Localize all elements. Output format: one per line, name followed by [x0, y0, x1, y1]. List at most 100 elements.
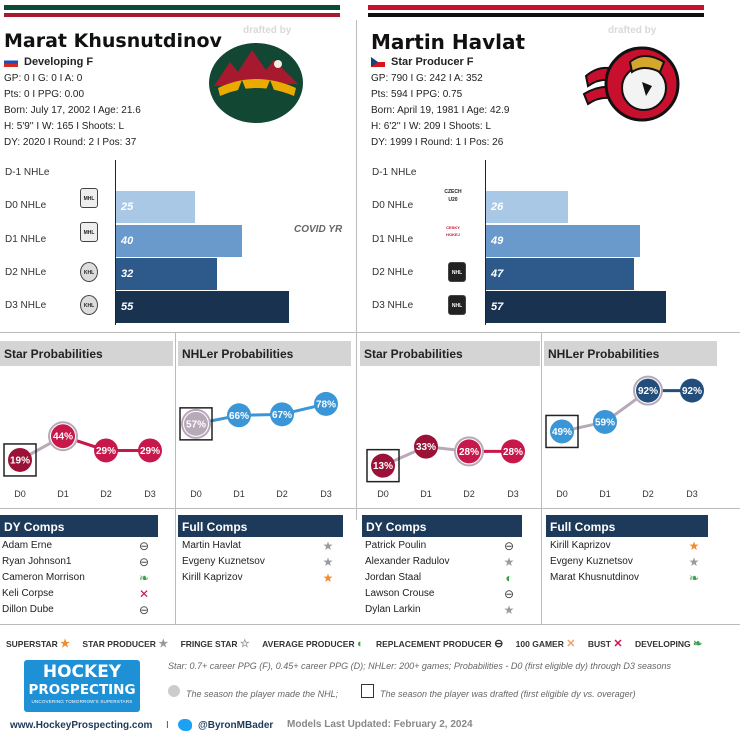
prob-x-tick: D0	[556, 489, 568, 499]
nhle-bar: 40	[116, 224, 242, 257]
prob-point	[501, 439, 525, 464]
left-nhler-prob-chart: 57% D0 66% D1 67% D2 78% D3	[179, 391, 338, 499]
prob-label: 59%	[595, 417, 615, 428]
right-drafted-by: drafted by	[608, 25, 657, 36]
hundred-gamer-icon: ✕	[566, 638, 576, 650]
right-level-label: D2 NHLe	[372, 267, 414, 278]
left-dy-comps-title: DY Comps	[0, 515, 158, 537]
draft-season-box	[179, 407, 213, 441]
prob-label: 44%	[53, 432, 73, 443]
left-player-status: Developing F	[4, 56, 93, 68]
replacement-producer-icon: ⊖	[138, 539, 150, 553]
khl-league-icon: KHL	[80, 295, 98, 315]
left-stat-line: Born: July 17, 2002 I Age: 21.6	[4, 105, 141, 116]
section-divider	[0, 332, 740, 333]
star-producer-icon: ★	[322, 539, 334, 553]
average-producer-icon: ◐	[505, 571, 513, 585]
prob-label: 19%	[10, 455, 30, 466]
prob-point	[680, 378, 704, 403]
draft-season-note: The season the player was drafted (first…	[380, 689, 636, 699]
comp-player-name: Adam Erne	[2, 540, 53, 551]
prob-x-tick: D1	[233, 489, 245, 499]
prob-x-tick: D2	[276, 489, 288, 499]
comp-player-name: Evgeny Kuznetsov	[182, 556, 265, 567]
left-stat-line: H: 5'9'' I W: 165 I Shoots: L	[4, 121, 125, 132]
prob-x-tick: D1	[57, 489, 69, 499]
draft-season-box	[3, 443, 37, 477]
legend-item: STAR PRODUCER ★	[82, 638, 169, 650]
prob-x-tick: D0	[190, 489, 202, 499]
nhl-league-icon: NHL	[448, 262, 466, 282]
left-level-label: D1 NHLe	[5, 234, 47, 245]
website-link[interactable]: www.HockeyProspecting.com	[10, 720, 153, 731]
legend-item: DEVELOPING ❧	[634, 638, 703, 650]
prob-point	[550, 419, 574, 444]
comp-player-name: Marat Khusnutdinov	[550, 572, 639, 583]
prob-x-tick: D0	[14, 489, 26, 499]
prob-point	[8, 447, 32, 472]
prob-x-tick: D2	[642, 489, 654, 499]
left-top-stripe	[4, 5, 340, 10]
right-nhle-bars: 26 49 47 57	[486, 155, 716, 325]
twitter-handle[interactable]: @ByronMBader	[198, 720, 274, 731]
comp-player-name: Lawson Crouse	[365, 588, 435, 599]
replacement-producer-icon: ⊖	[138, 603, 150, 617]
panel-divider	[541, 332, 542, 624]
legend-item: AVERAGE PRODUCER ◐	[262, 638, 364, 650]
comp-player-name: Jordan Staal	[365, 572, 422, 583]
left-stat-line: Pts: 0 I PPG: 0.00	[4, 89, 85, 100]
czech-flag-icon	[371, 57, 385, 68]
nhle-bar: 47	[486, 257, 634, 290]
mhl-league-icon: MHL	[80, 188, 98, 208]
left-full-comps-title: Full Comps	[178, 515, 343, 537]
prob-point	[593, 409, 617, 434]
cesky-hokej-icon: CESKY HOKEJ	[446, 225, 460, 237]
models-updated: Models Last Updated: February 2, 2024	[287, 719, 473, 730]
right-status-text: Star Producer F	[391, 56, 474, 68]
left-level-label: D3 NHLe	[5, 300, 47, 311]
left-nhler-prob-title: NHLer Probabilities	[178, 341, 351, 366]
prob-x-tick: D2	[463, 489, 475, 499]
comp-player-name: Patrick Poulin	[365, 540, 427, 551]
prob-label: 92%	[682, 386, 702, 397]
right-stat-line: Born: April 19, 1981 I Age: 42.9	[371, 105, 510, 116]
nhl-league-icon: NHL	[448, 295, 466, 315]
right-star-prob-chart: 13% D0 33% D1 28% D2 28% D3	[366, 434, 525, 499]
prob-x-tick: D3	[686, 489, 698, 499]
nhle-bar: 49	[486, 224, 640, 257]
prob-label: 28%	[459, 447, 479, 458]
right-top-stripe-black	[368, 13, 704, 17]
section-divider	[0, 508, 740, 509]
prob-point	[184, 411, 208, 436]
right-level-label: D3 NHLe	[372, 300, 414, 311]
left-level-label: D0 NHLe	[5, 200, 47, 211]
nhl-season-note: The season the player made the NHL;	[186, 689, 339, 699]
developing-icon: ❧	[688, 571, 700, 585]
right-stats: GP: 790 I G: 242 I A: 352 Pts: 594 I PPG…	[371, 71, 509, 151]
prob-x-tick: D1	[599, 489, 611, 499]
prob-label: 29%	[96, 446, 116, 457]
comp-player-name: Martin Havlat	[182, 540, 241, 551]
developing-icon: ❧	[693, 638, 703, 650]
footer-separator: I	[166, 720, 169, 731]
twitter-icon	[178, 719, 192, 731]
logo-tagline: UNCOVERING TOMORROW'S SUPERSTARS	[31, 699, 133, 704]
superstar-icon: ★	[60, 638, 71, 650]
comp-player-name: Dillon Dube	[2, 604, 54, 615]
nhle-bar: 57	[486, 291, 666, 324]
star-producer-icon: ★	[688, 555, 700, 569]
star-producer-icon: ★	[503, 603, 515, 617]
right-nhler-prob-title: NHLer Probabilities	[544, 341, 717, 366]
prob-x-tick: D3	[144, 489, 156, 499]
left-bar-axis	[115, 160, 116, 325]
right-stat-line: GP: 790 I G: 242 I A: 352	[371, 73, 483, 84]
right-stat-line: H: 6'2'' I W: 209 I Shoots: L	[371, 121, 492, 132]
prob-label: 28%	[503, 447, 523, 458]
bust-icon: ✕	[613, 638, 623, 650]
superstar-icon: ★	[322, 571, 334, 585]
fringe-star-icon: ☆	[239, 638, 250, 650]
right-stat-line: DY: 1999 I Round: 1 I Pos: 26	[371, 137, 504, 148]
khl-league-icon: KHL	[80, 262, 98, 282]
comp-player-name: Cameron Morrison	[2, 572, 85, 583]
mhl-league-icon: MHL	[80, 222, 98, 242]
